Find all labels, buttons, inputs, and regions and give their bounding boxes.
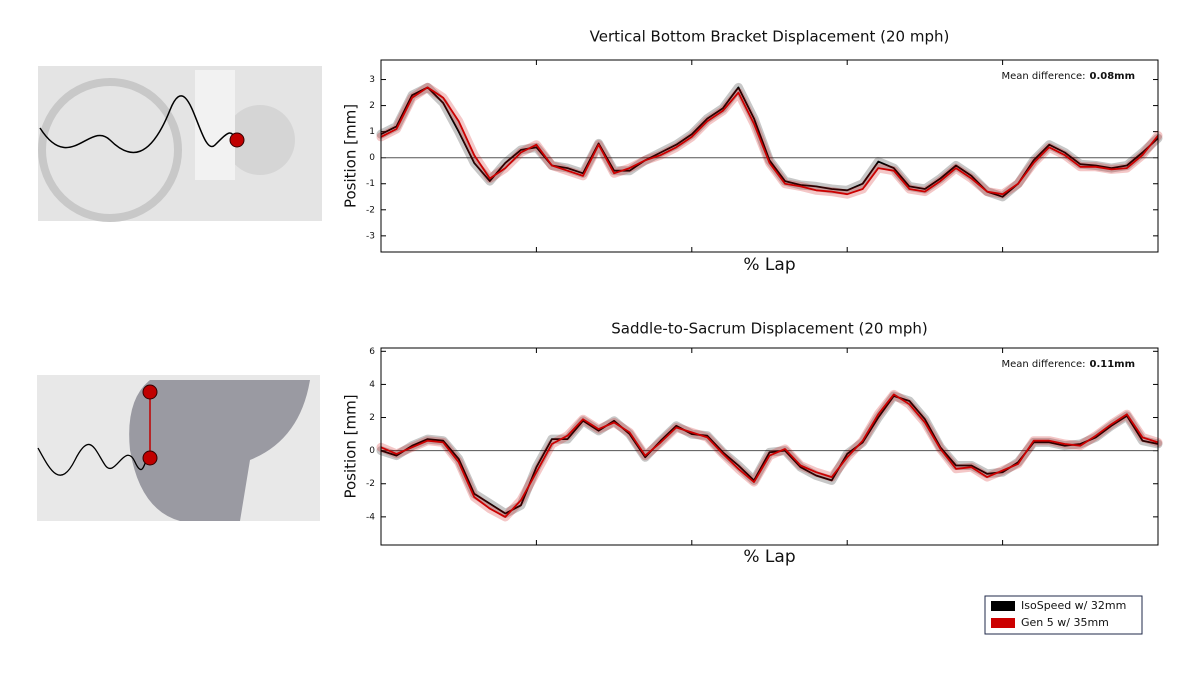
x-axis-label: % Lap xyxy=(743,255,795,275)
series-band xyxy=(376,82,1163,202)
series-line xyxy=(380,86,1159,198)
y-tick-label: -3 xyxy=(366,231,375,241)
y-tick-label: -2 xyxy=(366,479,375,489)
plot-frame xyxy=(380,59,1159,253)
mean-difference-value: 0.08mm xyxy=(1089,71,1135,82)
y-axis-label: Position [mm] xyxy=(342,104,360,208)
y-tick-label: -1 xyxy=(366,179,375,189)
chart-title: Saddle-to-Sacrum Displacement (20 mph) xyxy=(611,320,927,338)
y-tick-label: 0 xyxy=(369,153,375,163)
legend-swatch xyxy=(991,601,1015,611)
legend-label: Gen 5 w/ 35mm xyxy=(1021,616,1109,629)
plot-frame xyxy=(380,347,1159,546)
y-tick-label: 2 xyxy=(369,413,375,423)
y-tick-label: 0 xyxy=(369,446,375,456)
chart-title: Vertical Bottom Bracket Displacement (20… xyxy=(590,28,950,46)
series-line xyxy=(380,393,1159,518)
y-tick-label: 6 xyxy=(369,347,375,357)
y-tick-label: -2 xyxy=(366,205,375,215)
mean-difference: Mean difference: 0.11mm xyxy=(1001,359,1135,370)
y-tick-label: 1 xyxy=(369,127,375,137)
bike-photo xyxy=(38,66,322,222)
mean-difference: Mean difference: 0.08mm xyxy=(1001,71,1135,82)
y-axis-label: Position [mm] xyxy=(342,394,360,498)
y-tick-label: 3 xyxy=(369,75,375,85)
series-line xyxy=(380,86,1159,196)
series-band xyxy=(376,82,1163,199)
legend-label: IsoSpeed w/ 32mm xyxy=(1021,599,1126,612)
legend-swatch xyxy=(991,618,1015,628)
rider-photo xyxy=(37,375,320,521)
mean-difference-value: 0.11mm xyxy=(1089,359,1135,370)
legend: IsoSpeed w/ 32mm Gen 5 w/ 35mm xyxy=(984,595,1143,635)
x-axis-label: % Lap xyxy=(743,547,795,567)
mean-difference-label: Mean difference: xyxy=(1001,71,1085,82)
y-tick-label: -4 xyxy=(366,512,375,522)
y-tick-label: 4 xyxy=(369,380,375,390)
y-tick-label: 2 xyxy=(369,101,375,111)
mean-difference-label: Mean difference: xyxy=(1001,359,1085,370)
